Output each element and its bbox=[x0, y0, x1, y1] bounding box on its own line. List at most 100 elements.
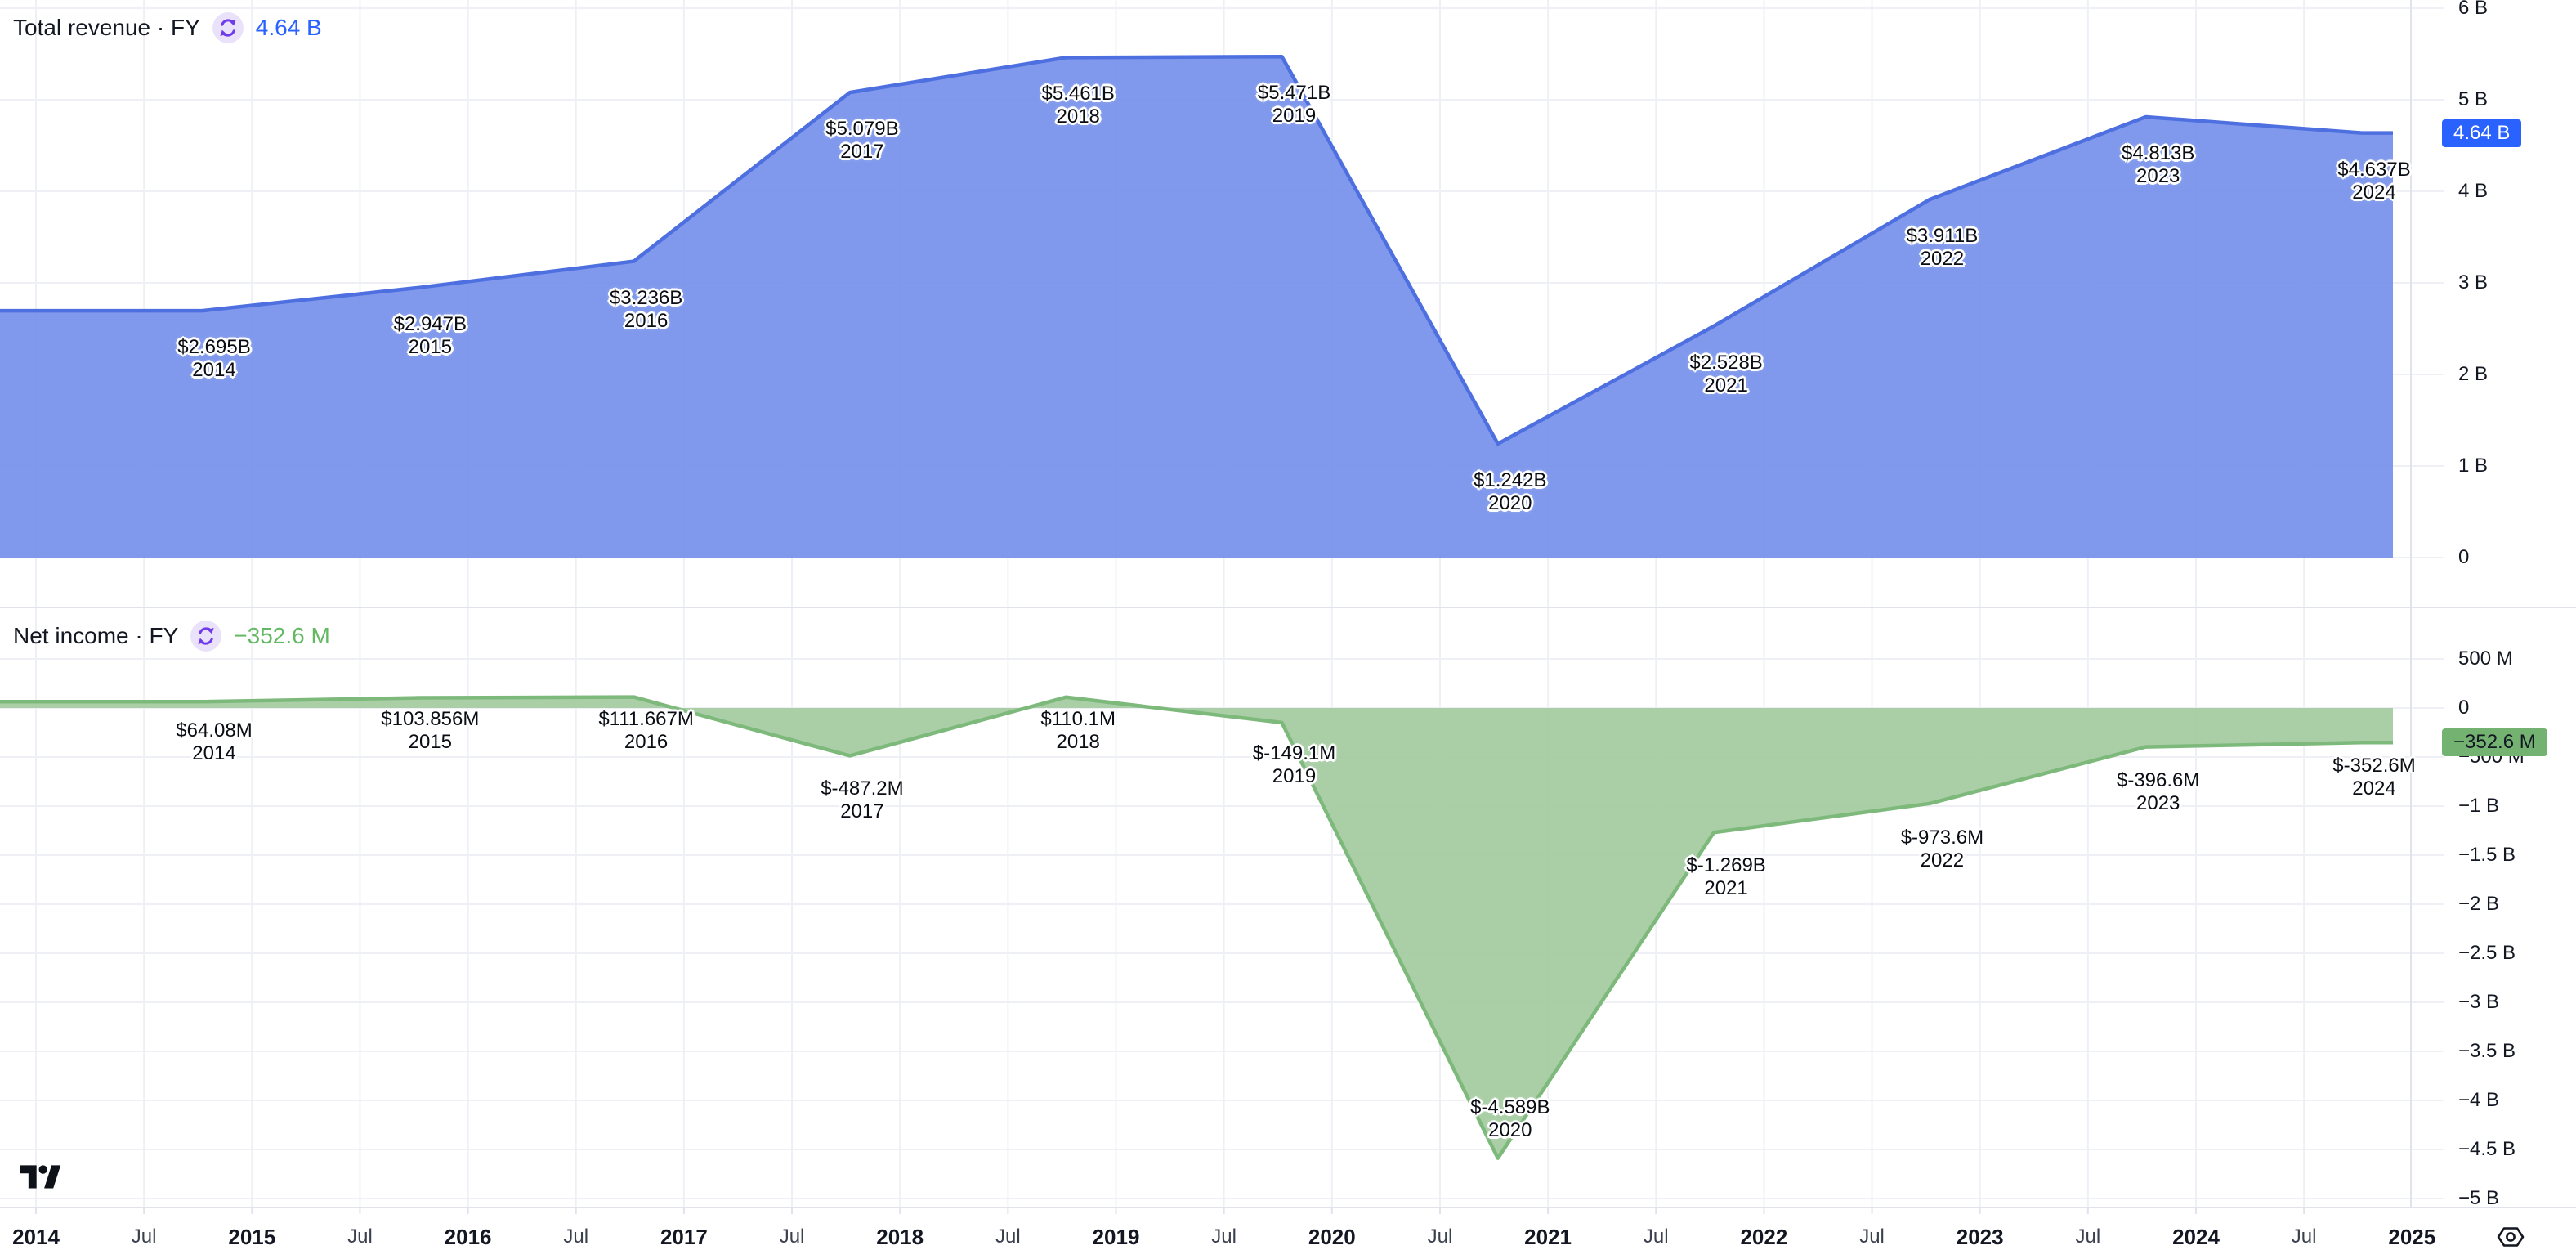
data-point-year: 2018 bbox=[1056, 105, 1100, 128]
data-point-label: $111.667M 2016 bbox=[598, 708, 694, 754]
data-point-label: $2.947B 2015 bbox=[394, 313, 467, 359]
y-axis-tick-label: 500 M bbox=[2458, 647, 2513, 670]
sync-icon[interactable] bbox=[190, 621, 222, 652]
time-axis-label: 2017 bbox=[660, 1225, 708, 1249]
tradingview-logo[interactable] bbox=[20, 1163, 63, 1189]
data-point-label: $2.528B 2021 bbox=[1689, 352, 1762, 397]
y-axis-tick-label: 2 B bbox=[2458, 363, 2489, 385]
time-axis-label: Jul bbox=[2291, 1225, 2317, 1248]
data-point-year: 2024 bbox=[2352, 181, 2396, 204]
data-point-year: 2018 bbox=[1056, 730, 1100, 753]
y-axis-tick-label: −3.5 B bbox=[2458, 1040, 2516, 1062]
time-axis-label: Jul bbox=[779, 1225, 805, 1248]
data-point-year: 2023 bbox=[2135, 164, 2180, 187]
time-axis-label: Jul bbox=[1643, 1225, 1669, 1248]
data-point-label: $-973.6M 2022 bbox=[1901, 827, 1983, 872]
data-point-value: $-4.589B bbox=[1470, 1095, 1550, 1118]
data-point-year: 2022 bbox=[1920, 247, 1965, 270]
time-axis-label: 2014 bbox=[12, 1225, 60, 1249]
y-axis-tick-label: −1 B bbox=[2458, 795, 2500, 817]
time-axis-label: 2018 bbox=[876, 1225, 924, 1249]
data-point-label: $-396.6M 2023 bbox=[2117, 769, 2199, 815]
data-point-label: $103.856M 2015 bbox=[381, 708, 479, 754]
y-axis-tick-label: −5 B bbox=[2458, 1187, 2500, 1209]
data-point-year: 2017 bbox=[840, 141, 884, 164]
data-point-label: $-149.1M 2019 bbox=[1253, 742, 1335, 788]
y-axis-tick-label: 3 B bbox=[2458, 271, 2489, 293]
time-axis-label: Jul bbox=[2075, 1225, 2101, 1248]
series-title-revenue: Total revenue · FY bbox=[13, 15, 200, 40]
data-point-label: $3.911B 2022 bbox=[1907, 225, 1979, 271]
data-point-label: $5.461B 2018 bbox=[1041, 83, 1114, 128]
series-value-revenue: 4.64 B bbox=[255, 15, 322, 40]
data-point-label: $2.695B 2014 bbox=[177, 336, 250, 382]
data-point-year: 2020 bbox=[1488, 1118, 1532, 1141]
data-point-year: 2024 bbox=[2352, 777, 2396, 800]
y-axis-tick-label: 5 B bbox=[2458, 88, 2489, 110]
data-point-label: $4.637B 2024 bbox=[2337, 159, 2410, 204]
y-axis-tick-label: −2 B bbox=[2458, 893, 2500, 915]
data-point-year: 2022 bbox=[1920, 849, 1965, 871]
data-point-year: 2023 bbox=[2135, 791, 2180, 814]
data-point-year: 2016 bbox=[624, 309, 669, 332]
price-badge-net-income: −352.6 M bbox=[2442, 728, 2547, 756]
data-point-year: 2016 bbox=[624, 730, 669, 753]
y-axis-tick-label: −2.5 B bbox=[2458, 942, 2516, 964]
sync-icon[interactable] bbox=[212, 12, 244, 43]
data-point-label: $64.08M 2014 bbox=[176, 719, 252, 765]
data-point-year: 2021 bbox=[1704, 877, 1748, 900]
data-point-year: 2015 bbox=[408, 335, 452, 358]
data-point-year: 2014 bbox=[192, 742, 236, 765]
data-point-value: $-396.6M bbox=[2116, 768, 2200, 791]
y-axis-tick-label: 0 bbox=[2458, 697, 2470, 719]
data-point-value: $5.471B bbox=[1257, 82, 1331, 105]
data-point-value: $111.667M bbox=[598, 707, 694, 730]
time-axis-label: Jul bbox=[563, 1225, 589, 1248]
data-point-value: $3.911B bbox=[1906, 224, 1979, 247]
data-point-value: $3.236B bbox=[609, 286, 683, 309]
y-axis-tick-label: −4.5 B bbox=[2458, 1138, 2516, 1160]
data-point-value: $4.813B bbox=[2121, 141, 2195, 164]
price-scale[interactable] bbox=[2411, 0, 2576, 1207]
series-area-0 bbox=[0, 56, 2393, 558]
time-axis-label: 2020 bbox=[1308, 1225, 1356, 1249]
series-area-1 bbox=[0, 697, 2393, 1158]
y-axis-tick-label: −3 B bbox=[2458, 991, 2500, 1013]
data-point-label: $5.471B 2019 bbox=[1258, 82, 1330, 128]
data-point-year: 2017 bbox=[840, 800, 884, 823]
data-point-value: $64.08M bbox=[176, 719, 253, 742]
data-point-label: $3.236B 2016 bbox=[610, 287, 682, 333]
time-axis-label: 2024 bbox=[2172, 1225, 2220, 1249]
data-point-value: $-487.2M bbox=[821, 777, 904, 800]
data-point-year: 2019 bbox=[1272, 764, 1317, 787]
settings-icon[interactable] bbox=[2497, 1223, 2525, 1251]
y-axis-tick-label: 0 bbox=[2458, 546, 2470, 568]
data-point-year: 2019 bbox=[1272, 105, 1317, 128]
series-header-net-income: Net income · FY −352.6 M bbox=[13, 618, 330, 654]
data-point-value: $-149.1M bbox=[1252, 742, 1336, 764]
data-point-value: $103.856M bbox=[381, 707, 480, 730]
data-point-value: $5.079B bbox=[825, 118, 899, 141]
price-badge-revenue: 4.64 B bbox=[2442, 119, 2522, 147]
data-point-value: $4.637B bbox=[2337, 158, 2411, 181]
data-point-value: $-352.6M bbox=[2332, 755, 2416, 777]
time-axis-label: Jul bbox=[995, 1225, 1021, 1248]
data-point-value: $-973.6M bbox=[1900, 826, 1984, 849]
series-header-revenue: Total revenue · FY 4.64 B bbox=[13, 10, 322, 46]
data-point-value: $2.528B bbox=[1689, 351, 1763, 374]
time-axis-label: Jul bbox=[1211, 1225, 1237, 1248]
data-point-label: $4.813B 2023 bbox=[2122, 142, 2194, 188]
data-point-label: $110.1M 2018 bbox=[1040, 708, 1116, 754]
time-axis-label: 2023 bbox=[1956, 1225, 2004, 1249]
y-axis-tick-label: 1 B bbox=[2458, 455, 2489, 477]
time-axis-label: Jul bbox=[131, 1225, 157, 1248]
series-line-1 bbox=[0, 695, 2393, 1160]
y-axis-tick-label: −1.5 B bbox=[2458, 844, 2516, 866]
series-value-net-income: −352.6 M bbox=[234, 623, 330, 648]
data-point-year: 2014 bbox=[192, 359, 236, 382]
data-point-value: $2.695B bbox=[177, 336, 251, 359]
time-axis-label: 2015 bbox=[228, 1225, 276, 1249]
